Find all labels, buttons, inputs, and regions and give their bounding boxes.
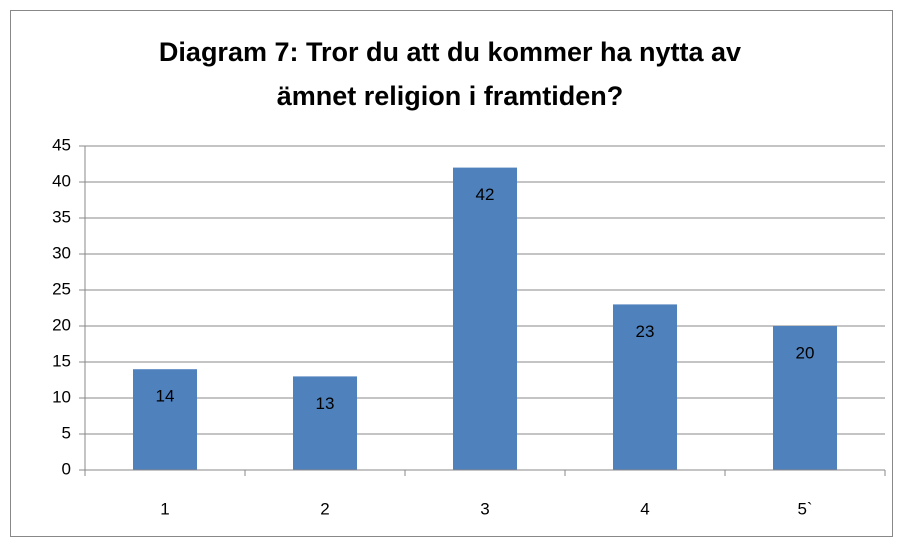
data-label: 13 [316,394,335,413]
y-tick-label: 30 [52,243,71,262]
x-tick-label: 2 [320,499,329,518]
bar [133,369,197,470]
x-tick-label: 4 [640,499,649,518]
data-label: 23 [636,322,655,341]
y-tick-label: 40 [52,171,71,190]
data-label: 14 [156,387,175,406]
x-tick-label: 5` [797,499,812,518]
data-label: 20 [796,343,815,362]
y-tick-label: 20 [52,315,71,334]
y-tick-label: 15 [52,351,71,370]
y-tick-label: 0 [62,459,71,478]
bar [293,376,357,470]
bar [453,167,517,470]
data-label: 42 [476,185,495,204]
y-tick-label: 10 [52,387,71,406]
y-tick-label: 35 [52,207,71,226]
x-tick-label: 1 [160,499,169,518]
bar [613,304,677,470]
x-tick-label: 3 [480,499,489,518]
bar [773,326,837,470]
chart-title: Diagram 7: Tror du att du kommer ha nytt… [159,37,741,67]
y-tick-label: 5 [62,423,71,442]
y-tick-label: 25 [52,279,71,298]
chart-title: ämnet religion i framtiden? [277,81,624,111]
y-tick-label: 45 [52,135,71,154]
